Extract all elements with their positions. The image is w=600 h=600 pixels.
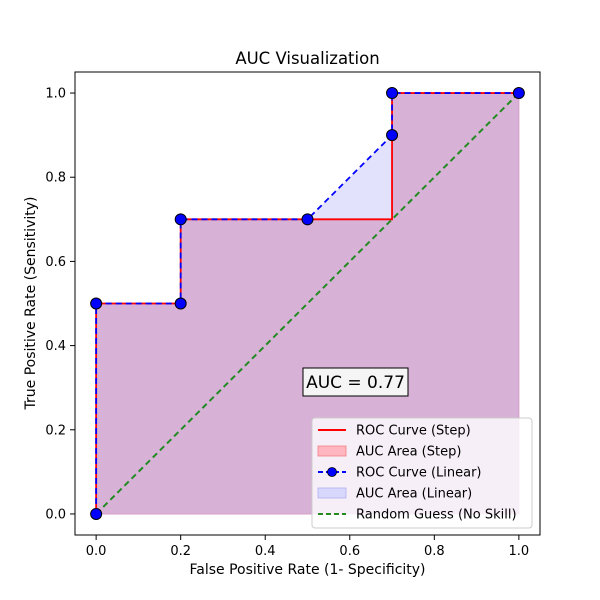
y-tick-label: 0.2: [45, 423, 66, 438]
x-tick-label: 0.0: [86, 544, 107, 559]
plot-frame: [74, 71, 541, 536]
y-axis-label: True Positive Rate (Sensitivity): [23, 197, 39, 411]
y-tick-label: 0.4: [45, 339, 66, 354]
legend-label: Random Guess (No Skill): [356, 508, 517, 523]
auc-annotation-box: [302, 367, 409, 397]
roc-point: [386, 87, 399, 100]
legend-box: [311, 417, 533, 529]
roc-point: [174, 213, 187, 226]
y-tick-label: 0.8: [45, 171, 66, 186]
y-tick-label: 0.0: [45, 507, 66, 522]
x-tick-label: 1.0: [509, 544, 530, 559]
x-tick-label: 0.8: [424, 544, 445, 559]
roc-point: [386, 129, 399, 142]
ticks: 0.0 0.2 0.4 0.6 0.8 1.0 0.0 0.2 0.4 0.6 0.8 1.0: [45, 87, 529, 559]
roc-point: [90, 507, 103, 520]
legend-label: AUC Area (Step): [356, 445, 461, 460]
auc-annotation: AUC = 0.77: [302, 367, 409, 397]
legend-handle-area-linear: [317, 487, 347, 499]
legend-handle-marker: [327, 467, 337, 477]
chart-title: AUC Visualization: [235, 49, 379, 68]
x-axis-label: False Positive Rate (1- Specificity): [189, 562, 425, 578]
x-tick-label: 0.6: [339, 544, 360, 559]
axes-frame: [74, 71, 541, 536]
roc-point: [512, 87, 525, 100]
legend-label: ROC Curve (Step): [356, 424, 471, 439]
legend: ROC Curve (Step) AUC Area (Step) ROC Curve…: [311, 417, 533, 529]
legend-label: AUC Area (Linear): [356, 487, 472, 502]
roc-point: [174, 297, 187, 310]
x-tick-label: 0.2: [170, 544, 191, 559]
y-tick-label: 0.6: [45, 255, 66, 270]
roc-point: [90, 297, 103, 310]
legend-label: ROC Curve (Linear): [356, 466, 482, 481]
x-tick-label: 0.4: [255, 544, 276, 559]
plot-layer: [90, 87, 525, 520]
auc-annotation-text: AUC = 0.77: [306, 373, 405, 393]
legend-handle-area-step: [317, 445, 347, 457]
y-tick-label: 1.0: [45, 87, 66, 102]
roc-curve-linear: [95, 92, 519, 514]
roc-point: [301, 213, 314, 226]
